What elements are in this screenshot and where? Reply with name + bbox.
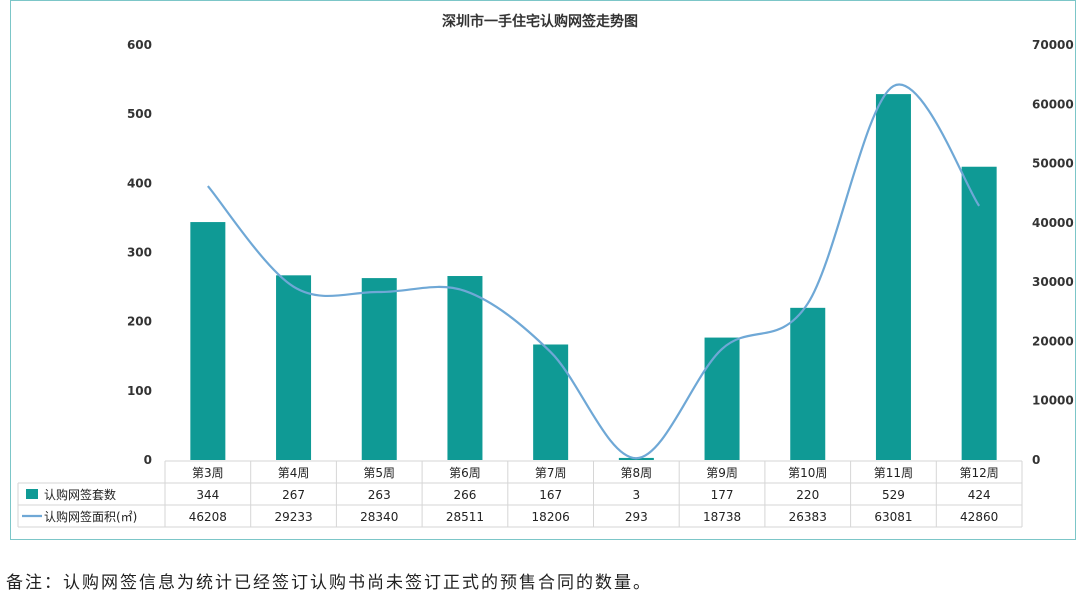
y-left-tick-label: 0 — [144, 453, 152, 467]
line-value-label: 42860 — [960, 510, 998, 524]
y-right-tick-label: 20000 — [1032, 334, 1074, 348]
x-tick-label: 第3周 — [192, 466, 224, 480]
y-left-tick-label: 200 — [127, 315, 152, 329]
y-right-tick-label: 40000 — [1032, 216, 1074, 230]
x-tick-label: 第5周 — [363, 466, 395, 480]
y-left-tick-label: 500 — [127, 107, 152, 121]
x-tick-label: 第7周 — [535, 466, 567, 480]
area-series-line — [207, 83, 981, 460]
legend-bar-swatch — [26, 489, 38, 499]
y-right-tick-label: 50000 — [1032, 157, 1074, 171]
line-value-label: 28511 — [446, 510, 484, 524]
bar-4 — [447, 276, 483, 460]
bar-value-label: 220 — [796, 488, 819, 502]
line-value-label: 18206 — [532, 510, 570, 524]
x-tick-label: 第4周 — [278, 466, 310, 480]
y-right-tick-label: 60000 — [1032, 97, 1074, 111]
footnote: 备注：认购网签信息为统计已经签订认购书尚未签订正式的预售合同的数量。 — [6, 573, 652, 593]
line-value-label: 46208 — [189, 510, 227, 524]
bar-7 — [704, 337, 740, 460]
chart-frame — [10, 0, 1076, 540]
bar-value-label: 177 — [711, 488, 734, 502]
bar-value-label: 344 — [196, 488, 219, 502]
chart: 深圳市一手住宅认购网签走势图 0 100 200 300 400 500 600 0 10000 2… — [17, 13, 1074, 528]
y-left-tick-label: 400 — [127, 176, 152, 190]
line-value-label: 293 — [625, 510, 648, 524]
x-tick-label: 第8周 — [621, 466, 653, 480]
bar-value-label: 424 — [968, 488, 991, 502]
bar-value-label: 263 — [368, 488, 391, 502]
line-value-label: 18738 — [703, 510, 741, 524]
bar-value-label: 167 — [539, 488, 562, 502]
y-right-tick-label: 70000 — [1032, 38, 1074, 52]
bar-8 — [790, 307, 826, 460]
legend-bar-label: 认购网签套数 — [44, 487, 116, 502]
x-tick-label: 第11周 — [874, 466, 913, 480]
y-right-tick-label: 30000 — [1032, 275, 1074, 289]
legend-line-label: 认购网签面积(㎡) — [44, 509, 137, 524]
x-tick-label: 第6周 — [449, 466, 481, 480]
y-right-tick-label: 10000 — [1032, 394, 1074, 408]
bar-5 — [533, 344, 569, 460]
y-left-tick-label: 300 — [127, 246, 152, 260]
x-tick-label: 第10周 — [788, 466, 827, 480]
chart-title: 深圳市一手住宅认购网签走势图 — [442, 13, 638, 30]
x-tick-label: 第12周 — [960, 466, 999, 480]
bar-value-label: 3 — [633, 488, 641, 502]
x-tick-label: 第9周 — [706, 466, 738, 480]
y-left-tick-label: 600 — [127, 38, 152, 52]
bar-10 — [961, 166, 997, 460]
y-right-tick-label: 0 — [1032, 453, 1040, 467]
bar-value-label: 266 — [453, 488, 476, 502]
bar-1 — [190, 222, 226, 460]
line-value-label: 29233 — [274, 510, 312, 524]
y-left-tick-label: 100 — [127, 384, 152, 398]
bar-value-label: 529 — [882, 488, 905, 502]
bar-2 — [276, 275, 312, 460]
bar-value-label: 267 — [282, 488, 305, 502]
line-value-label: 63081 — [874, 510, 912, 524]
line-value-label: 28340 — [360, 510, 398, 524]
bar-9 — [875, 94, 911, 460]
bar-3 — [361, 278, 397, 460]
line-value-label: 26383 — [789, 510, 827, 524]
